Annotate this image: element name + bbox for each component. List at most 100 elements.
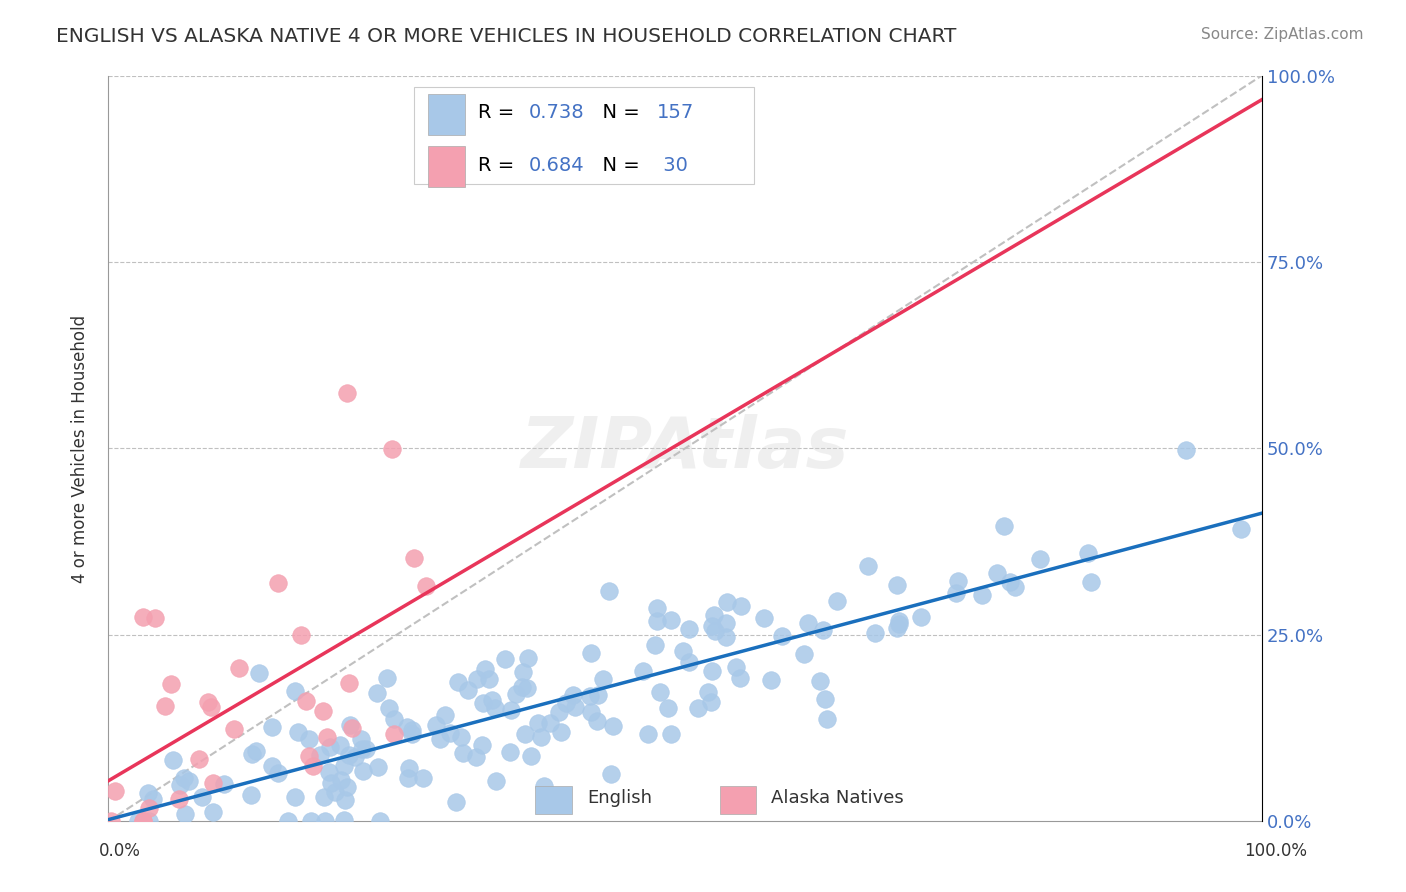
Point [513, 727, 536, 741]
Point [429, 732, 451, 747]
Point [262, 758, 284, 772]
Point [138, 801, 160, 815]
Point [298, 732, 321, 747]
FancyBboxPatch shape [720, 786, 756, 814]
Point [702, 619, 724, 633]
Point [814, 691, 837, 706]
Point [325, 785, 347, 799]
Point [377, 671, 399, 685]
Point [825, 594, 848, 608]
Text: 100.0%: 100.0% [1244, 842, 1308, 860]
Text: 0.738: 0.738 [529, 103, 585, 122]
Point [993, 519, 1015, 533]
Point [284, 683, 307, 698]
Point [382, 727, 405, 741]
Point [510, 680, 533, 694]
Point [284, 790, 307, 805]
Point [1230, 522, 1253, 536]
Point [333, 813, 356, 827]
Point [703, 624, 725, 638]
Point [160, 676, 183, 690]
Point [972, 588, 994, 602]
Point [138, 814, 160, 829]
Text: N =: N = [591, 103, 647, 122]
Point [520, 749, 543, 764]
Point [516, 650, 538, 665]
Y-axis label: 4 or more Vehicles in Household: 4 or more Vehicles in Household [72, 314, 89, 582]
Point [404, 550, 426, 565]
Point [472, 697, 495, 711]
Point [451, 746, 474, 760]
Text: 30: 30 [657, 155, 688, 175]
Point [579, 690, 602, 704]
Point [444, 795, 467, 809]
Point [396, 771, 419, 785]
Point [457, 683, 479, 698]
Point [530, 730, 553, 744]
Point [299, 814, 322, 829]
Point [169, 779, 191, 793]
Text: English: English [586, 789, 652, 806]
Point [319, 776, 342, 790]
Point [886, 577, 908, 591]
Point [188, 751, 211, 765]
Point [439, 726, 461, 740]
Point [494, 652, 516, 666]
Point [200, 700, 222, 714]
Point [645, 601, 668, 615]
Point [247, 666, 270, 681]
Text: R =: R = [478, 155, 520, 175]
Point [754, 611, 776, 625]
FancyBboxPatch shape [413, 87, 754, 184]
Point [222, 722, 245, 736]
Point [309, 747, 332, 762]
Point [267, 766, 290, 780]
Point [644, 638, 666, 652]
Point [600, 767, 623, 781]
Point [401, 723, 423, 737]
Point [132, 814, 155, 829]
Point [401, 727, 423, 741]
Point [352, 764, 374, 779]
Point [657, 701, 679, 715]
Text: ENGLISH VS ALASKA NATIVE 4 OR MORE VEHICLES IN HOUSEHOLD CORRELATION CHART: ENGLISH VS ALASKA NATIVE 4 OR MORE VEHIC… [56, 27, 956, 45]
Point [564, 700, 586, 714]
Point [329, 738, 352, 752]
Point [336, 385, 359, 400]
Point [948, 574, 970, 589]
Point [499, 703, 522, 717]
Point [499, 745, 522, 759]
Point [262, 719, 284, 733]
Point [104, 783, 127, 797]
Point [1000, 575, 1022, 590]
Point [333, 793, 356, 807]
Point [127, 814, 149, 829]
Point [527, 716, 550, 731]
Point [450, 731, 472, 745]
Point [730, 599, 752, 614]
Point [581, 705, 603, 719]
Point [136, 786, 159, 800]
Point [212, 777, 235, 791]
Point [548, 705, 571, 719]
Point [793, 647, 815, 661]
Point [1077, 546, 1099, 560]
Point [315, 730, 337, 744]
Point [312, 789, 335, 804]
Point [808, 674, 831, 689]
Point [239, 788, 262, 802]
Point [179, 773, 201, 788]
Point [337, 676, 360, 690]
FancyBboxPatch shape [427, 146, 464, 187]
Point [550, 724, 572, 739]
Point [202, 805, 225, 819]
Point [761, 673, 783, 687]
Point [637, 727, 659, 741]
Point [1004, 580, 1026, 594]
Point [142, 792, 165, 806]
Point [290, 628, 312, 642]
Point [889, 616, 911, 631]
Point [945, 586, 967, 600]
Point [659, 727, 682, 741]
Point [434, 708, 457, 723]
